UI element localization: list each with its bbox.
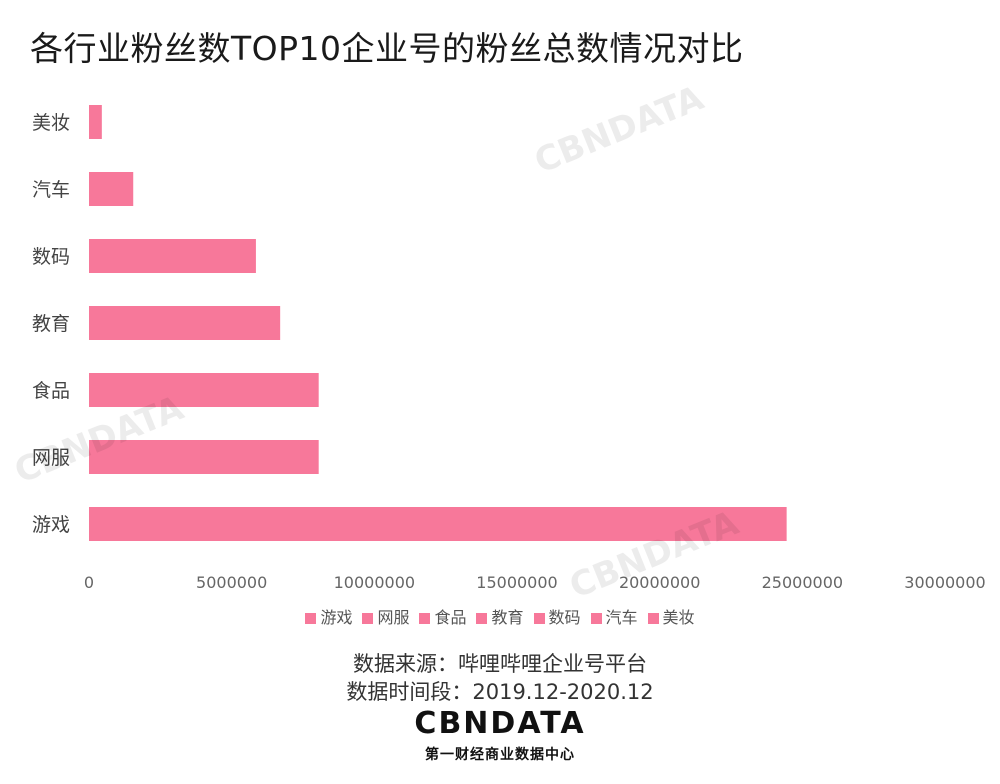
legend: 游戏 网服 食品 教育 数码 汽车 美妆 xyxy=(0,604,1000,628)
data-period-text: 数据时间段：2019.12-2020.12 xyxy=(346,680,654,704)
legend-label: 美妆 xyxy=(662,608,695,627)
legend-item: 食品 xyxy=(419,604,466,628)
x-tick-label: 0 xyxy=(84,573,94,592)
x-tick-label: 5000000 xyxy=(196,573,267,592)
chart-title: 各行业粉丝数TOP10企业号的粉丝总数情况对比 xyxy=(30,29,744,68)
bar-汽车 xyxy=(89,172,134,206)
bar-数码 xyxy=(89,239,256,273)
bar-美妆 xyxy=(89,105,102,139)
category-label: 教育 xyxy=(32,313,70,335)
x-tick-label: 20000000 xyxy=(619,573,700,592)
category-label: 美妆 xyxy=(32,112,70,134)
bar-食品 xyxy=(89,373,319,407)
legend-swatch xyxy=(419,613,431,624)
legend-swatch xyxy=(590,613,602,624)
legend-item: 美妆 xyxy=(647,604,695,628)
data-source-text: 数据来源：哔哩哔哩企业号平台 xyxy=(353,652,647,676)
legend-label: 教育 xyxy=(491,608,524,627)
legend-label: 汽车 xyxy=(605,608,638,627)
legend-item: 数码 xyxy=(533,604,581,628)
legend-swatch xyxy=(533,613,545,624)
x-tick-label: 25000000 xyxy=(762,573,843,592)
legend-swatch xyxy=(647,613,659,624)
legend-swatch xyxy=(362,613,374,624)
legend-item: 教育 xyxy=(476,604,524,628)
legend-item: 游戏 xyxy=(305,604,352,628)
category-label: 数码 xyxy=(32,246,70,268)
bar-教育 xyxy=(89,306,281,340)
legend-label: 食品 xyxy=(434,608,467,627)
legend-item: 汽车 xyxy=(590,604,638,628)
category-label: 游戏 xyxy=(32,514,70,536)
x-tick-label: 10000000 xyxy=(334,573,415,592)
legend-label: 数码 xyxy=(548,608,581,627)
legend-label: 网服 xyxy=(377,608,410,627)
bar-游戏 xyxy=(89,507,787,541)
legend-label: 游戏 xyxy=(320,608,353,627)
x-tick-label: 15000000 xyxy=(476,573,557,592)
category-label: 汽车 xyxy=(32,179,70,201)
cbndata-logo: CBNDATA xyxy=(414,706,586,741)
x-tick-label: 30000000 xyxy=(904,573,985,592)
cbndata-logo-subtitle: 第一财经商业数据中心 xyxy=(425,747,575,763)
legend-swatch xyxy=(305,613,317,624)
category-label: 网服 xyxy=(32,447,70,469)
legend-item: 网服 xyxy=(362,604,409,628)
legend-swatch xyxy=(476,613,488,624)
category-label: 食品 xyxy=(32,380,70,402)
bar-网服 xyxy=(89,440,319,474)
